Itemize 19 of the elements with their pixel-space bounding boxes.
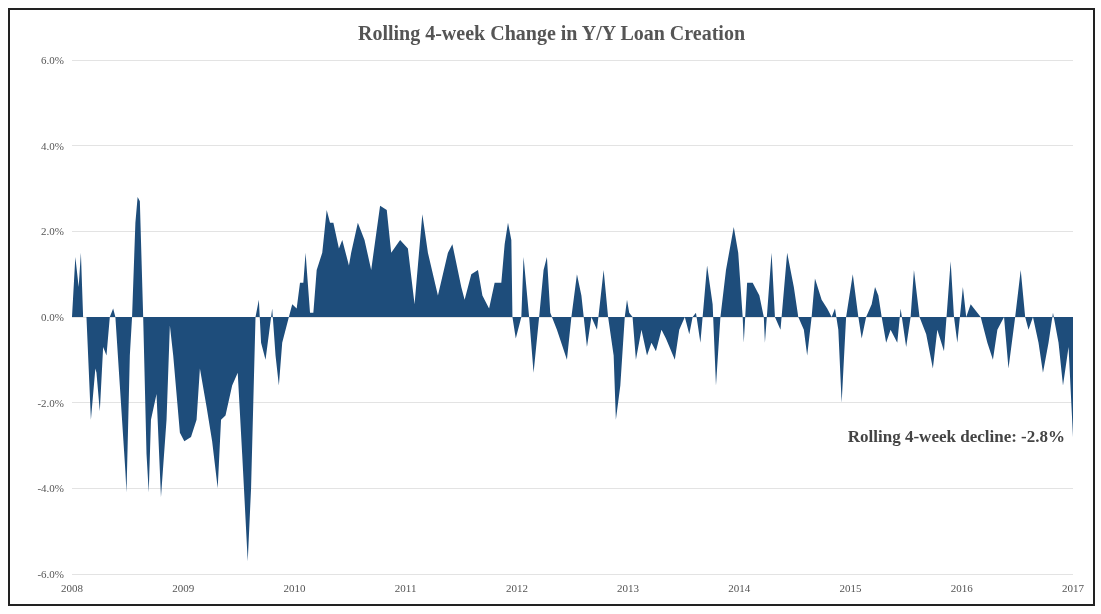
chart-title: Rolling 4-week Change in Y/Y Loan Creation [357,22,746,45]
x-tick-label: 2014 [728,581,751,594]
y-tick-label: -6.0% [37,568,64,580]
y-tick-label: -4.0% [37,482,64,495]
x-tick-label: 2009 [172,581,195,594]
y-tick-label: 4.0% [41,139,64,152]
y-tick-label: 2.0% [41,225,64,238]
y-tick-label: 6.0% [41,54,64,66]
y-tick-label: 0.0% [41,311,64,323]
x-tick-label: 2008 [61,581,84,594]
x-tick-label: 2013 [617,581,640,594]
x-tick-label: 2016 [950,581,974,594]
x-tick-label: 2017 [1062,581,1085,594]
x-tick-label: 2010 [283,581,306,594]
y-tick-label: -2.0% [37,396,64,409]
x-tick-label: 2012 [505,581,528,594]
x-tick-label: 2015 [839,581,863,594]
annotation: Rolling 4-week decline: -2.8% [847,427,1065,447]
x-tick-label: 2011 [394,581,417,594]
